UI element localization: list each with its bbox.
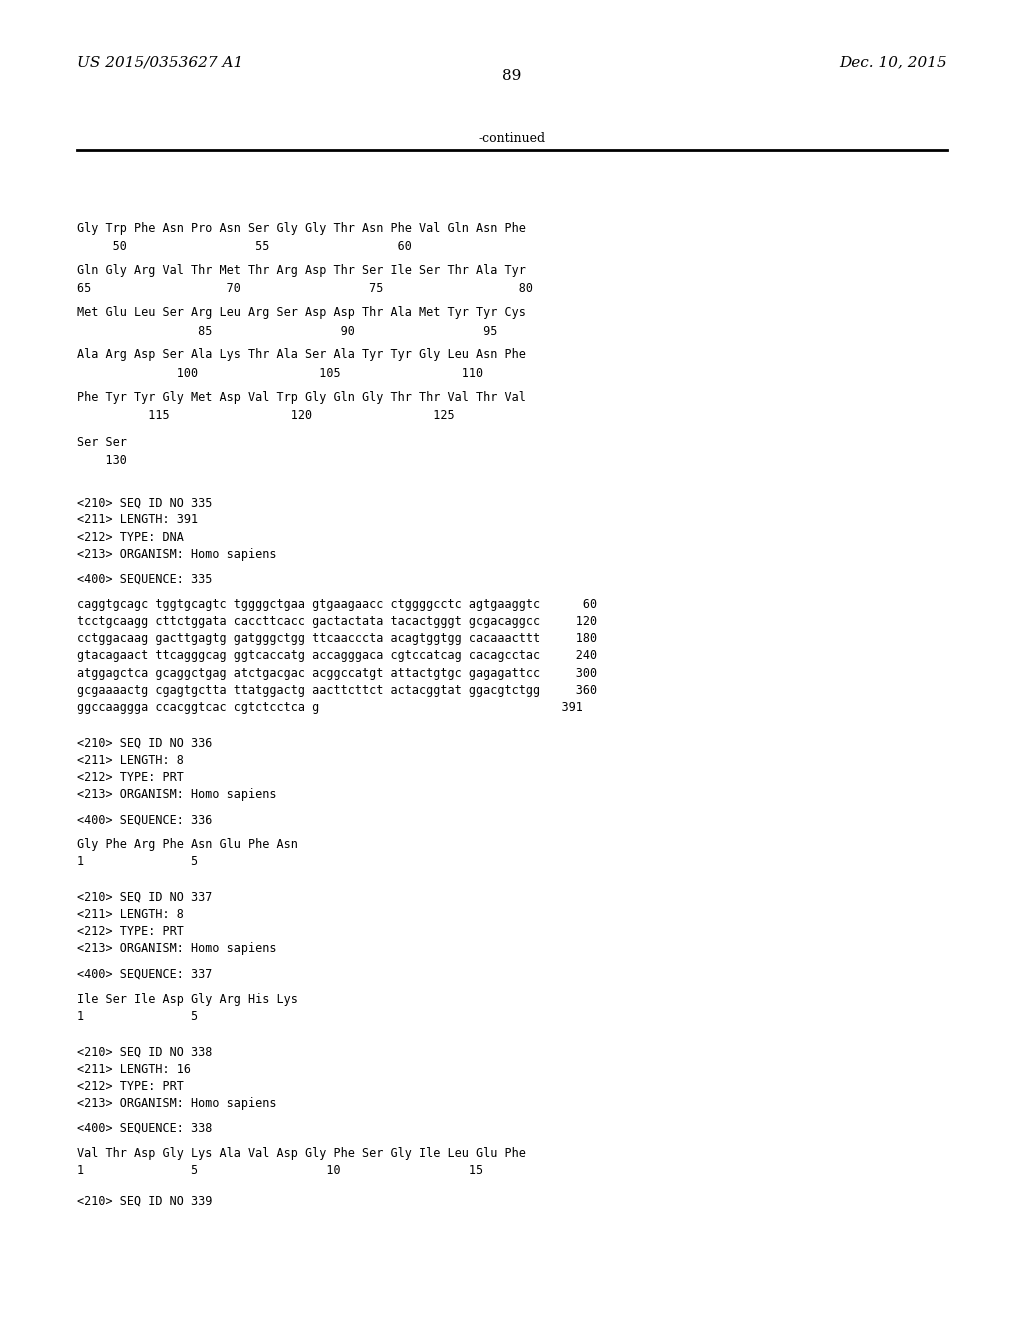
Text: tcctgcaagg cttctggata caccttcacc gactactata tacactgggt gcgacaggcc     120: tcctgcaagg cttctggata caccttcacc gactact… (77, 615, 597, 628)
Text: Phe Tyr Tyr Gly Met Asp Val Trp Gly Gln Gly Thr Thr Val Thr Val: Phe Tyr Tyr Gly Met Asp Val Trp Gly Gln … (77, 391, 525, 404)
Text: 50                  55                  60: 50 55 60 (77, 240, 412, 253)
Text: gtacagaact ttcagggcag ggtcaccatg accagggaca cgtccatcag cacagcctac     240: gtacagaact ttcagggcag ggtcaccatg accaggg… (77, 649, 597, 663)
Text: Met Glu Leu Ser Arg Leu Arg Ser Asp Asp Thr Ala Met Tyr Tyr Cys: Met Glu Leu Ser Arg Leu Arg Ser Asp Asp … (77, 306, 525, 319)
Text: <210> SEQ ID NO 339: <210> SEQ ID NO 339 (77, 1195, 212, 1208)
Text: <213> ORGANISM: Homo sapiens: <213> ORGANISM: Homo sapiens (77, 548, 276, 561)
Text: 1               5: 1 5 (77, 1010, 198, 1023)
Text: <212> TYPE: PRT: <212> TYPE: PRT (77, 1080, 183, 1093)
Text: Gly Trp Phe Asn Pro Asn Ser Gly Gly Thr Asn Phe Val Gln Asn Phe: Gly Trp Phe Asn Pro Asn Ser Gly Gly Thr … (77, 222, 525, 235)
Text: Val Thr Asp Gly Lys Ala Val Asp Gly Phe Ser Gly Ile Leu Glu Phe: Val Thr Asp Gly Lys Ala Val Asp Gly Phe … (77, 1147, 525, 1160)
Text: <400> SEQUENCE: 337: <400> SEQUENCE: 337 (77, 968, 212, 981)
Text: <213> ORGANISM: Homo sapiens: <213> ORGANISM: Homo sapiens (77, 788, 276, 801)
Text: <210> SEQ ID NO 338: <210> SEQ ID NO 338 (77, 1045, 212, 1059)
Text: Ser Ser: Ser Ser (77, 436, 127, 449)
Text: <213> ORGANISM: Homo sapiens: <213> ORGANISM: Homo sapiens (77, 942, 276, 956)
Text: 1               5: 1 5 (77, 855, 198, 869)
Text: <400> SEQUENCE: 338: <400> SEQUENCE: 338 (77, 1122, 212, 1135)
Text: Ile Ser Ile Asp Gly Arg His Lys: Ile Ser Ile Asp Gly Arg His Lys (77, 993, 298, 1006)
Text: ggccaaggga ccacggtcac cgtctcctca g                                  391: ggccaaggga ccacggtcac cgtctcctca g 391 (77, 701, 583, 714)
Text: Gln Gly Arg Val Thr Met Thr Arg Asp Thr Ser Ile Ser Thr Ala Tyr: Gln Gly Arg Val Thr Met Thr Arg Asp Thr … (77, 264, 525, 277)
Text: <211> LENGTH: 8: <211> LENGTH: 8 (77, 908, 183, 921)
Text: <210> SEQ ID NO 337: <210> SEQ ID NO 337 (77, 891, 212, 904)
Text: <212> TYPE: DNA: <212> TYPE: DNA (77, 531, 183, 544)
Text: gcgaaaactg cgagtgctta ttatggactg aacttcttct actacggtat ggacgtctgg     360: gcgaaaactg cgagtgctta ttatggactg aacttct… (77, 684, 597, 697)
Text: 115                 120                 125: 115 120 125 (77, 409, 455, 422)
Text: <211> LENGTH: 8: <211> LENGTH: 8 (77, 754, 183, 767)
Text: <210> SEQ ID NO 336: <210> SEQ ID NO 336 (77, 737, 212, 750)
Text: US 2015/0353627 A1: US 2015/0353627 A1 (77, 55, 243, 70)
Text: cctggacaag gacttgagtg gatgggctgg ttcaacccta acagtggtgg cacaaacttt     180: cctggacaag gacttgagtg gatgggctgg ttcaacc… (77, 632, 597, 645)
Text: <213> ORGANISM: Homo sapiens: <213> ORGANISM: Homo sapiens (77, 1097, 276, 1110)
Text: 130: 130 (77, 454, 127, 467)
Text: Gly Phe Arg Phe Asn Glu Phe Asn: Gly Phe Arg Phe Asn Glu Phe Asn (77, 838, 298, 851)
Text: caggtgcagc tggtgcagtc tggggctgaa gtgaagaacc ctggggcctc agtgaaggtc      60: caggtgcagc tggtgcagtc tggggctgaa gtgaaga… (77, 598, 597, 611)
Text: Ala Arg Asp Ser Ala Lys Thr Ala Ser Ala Tyr Tyr Gly Leu Asn Phe: Ala Arg Asp Ser Ala Lys Thr Ala Ser Ala … (77, 348, 525, 362)
Text: <211> LENGTH: 16: <211> LENGTH: 16 (77, 1063, 190, 1076)
Text: <211> LENGTH: 391: <211> LENGTH: 391 (77, 513, 198, 527)
Text: 89: 89 (503, 69, 521, 83)
Text: <400> SEQUENCE: 336: <400> SEQUENCE: 336 (77, 813, 212, 826)
Text: 85                  90                  95: 85 90 95 (77, 325, 498, 338)
Text: -continued: -continued (478, 132, 546, 145)
Text: Dec. 10, 2015: Dec. 10, 2015 (840, 55, 947, 70)
Text: <400> SEQUENCE: 335: <400> SEQUENCE: 335 (77, 573, 212, 586)
Text: 1               5                  10                  15: 1 5 10 15 (77, 1164, 483, 1177)
Text: <212> TYPE: PRT: <212> TYPE: PRT (77, 925, 183, 939)
Text: <210> SEQ ID NO 335: <210> SEQ ID NO 335 (77, 496, 212, 510)
Text: 100                 105                 110: 100 105 110 (77, 367, 483, 380)
Text: <212> TYPE: PRT: <212> TYPE: PRT (77, 771, 183, 784)
Text: atggagctca gcaggctgag atctgacgac acggccatgt attactgtgc gagagattcc     300: atggagctca gcaggctgag atctgacgac acggcca… (77, 667, 597, 680)
Text: 65                   70                  75                   80: 65 70 75 80 (77, 282, 532, 296)
